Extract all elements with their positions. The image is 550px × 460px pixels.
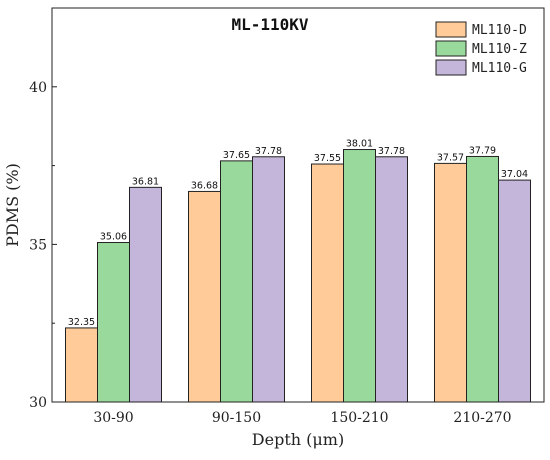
data-label: 35.06: [100, 232, 127, 243]
x-tick-label: 150-210: [330, 410, 388, 426]
data-label: 37.79: [469, 145, 496, 156]
data-label: 37.57: [437, 152, 464, 163]
x-axis: 30-90 90-150 150-210 210-270: [93, 397, 512, 426]
bar-ml110-z-30-90: [97, 242, 130, 403]
data-label: 36.68: [191, 180, 218, 191]
y-axis: 30 35 40: [29, 80, 57, 411]
data-label: 36.81: [132, 176, 159, 187]
bar-ml110-g-150-210: [375, 156, 408, 403]
bar-ml110-g-90-150: [252, 156, 285, 403]
y-axis-title: PDMS (%): [3, 163, 22, 247]
bar-ml110-g-210-270: [498, 179, 531, 403]
data-label: 37.78: [255, 146, 282, 157]
bar-ml110-d-30-90: [65, 327, 98, 403]
data-label: 37.04: [501, 169, 528, 180]
legend: ML110-D ML110-Z ML110-G: [435, 21, 527, 76]
y-tick-label: 35: [29, 237, 47, 253]
x-tick-label: 90-150: [212, 410, 261, 426]
data-label: 37.65: [223, 150, 250, 161]
data-label: 32.35: [68, 317, 95, 328]
bar-ml110-z-90-150: [220, 160, 253, 403]
bar-ml110-z-150-210: [343, 149, 376, 403]
bar-ml110-g-30-90: [129, 186, 162, 403]
bar-ml110-z-210-270: [466, 155, 499, 403]
legend-swatch: [435, 21, 467, 38]
x-axis-title: Depth (μm): [252, 430, 344, 449]
bars: 32.35 35.06 36.81 36.68 37.65 37.78 37.55 38.01…: [65, 139, 531, 403]
legend-swatch: [435, 40, 467, 57]
x-tick-label: 30-90: [93, 410, 133, 426]
data-label: 37.78: [378, 146, 405, 157]
data-label: 37.55: [314, 153, 341, 164]
legend-label: ML110-Z: [472, 42, 527, 57]
legend-label: ML110-D: [472, 23, 527, 38]
y-tick-label: 40: [29, 80, 47, 96]
x-tick-label: 210-270: [453, 410, 511, 426]
legend-swatch: [435, 59, 467, 76]
legend-label: ML110-G: [472, 61, 527, 76]
y-tick-label: 30: [29, 395, 47, 411]
data-label: 38.01: [346, 139, 373, 150]
bar-ml110-d-90-150: [188, 190, 221, 403]
chart-title: ML-110KV: [231, 15, 308, 34]
bar-ml110-d-210-270: [434, 162, 467, 403]
plot-frame: [51, 7, 545, 403]
bar-ml110-d-150-210: [311, 163, 344, 403]
